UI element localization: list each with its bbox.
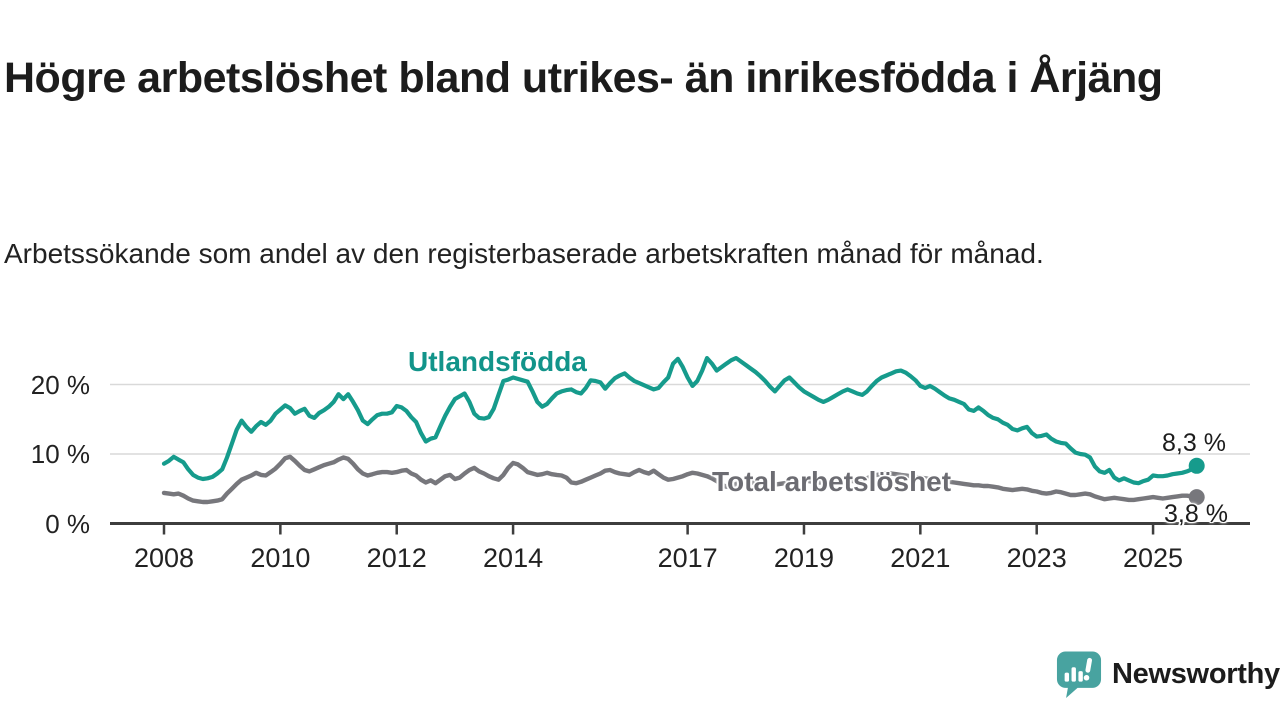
x-axis-tick-label: 2012 — [366, 543, 427, 573]
series-line-total — [161, 454, 1199, 505]
page-subtitle: Arbetssökande som andel av den registerb… — [4, 238, 1044, 269]
newsworthy-wordmark: Newsworthy — [1112, 657, 1280, 690]
series-label-utlandsfodda: Utlandsfödda — [408, 346, 587, 377]
page-title: Högre arbetslöshet bland utrikes- än inr… — [4, 53, 1163, 102]
x-axis-tick-label: 2010 — [250, 543, 311, 573]
series-end-dot-utlandsfodda — [1188, 457, 1205, 474]
x-axis-tick-label: 2008 — [133, 543, 195, 573]
x-axis-tick-label: 2017 — [657, 543, 718, 573]
y-axis-tick-label: 10 % — [30, 439, 90, 469]
end-value-label-utlandsfodda: 8,3 % — [1162, 429, 1226, 457]
x-axis-tick-label: 2021 — [890, 543, 951, 573]
series-label-total-arbetsloshet: Total arbetslöshet — [712, 466, 952, 497]
newsworthy-bubble-chart-icon — [1056, 651, 1102, 698]
end-value-label-total: 3,8 % — [1164, 500, 1228, 528]
y-axis-tick-label: 20 % — [30, 369, 90, 400]
x-axis-tick-label: 2019 — [773, 543, 835, 573]
x-axis-tick-label: 2025 — [1123, 543, 1184, 573]
series-end-dot-total — [1188, 489, 1205, 506]
newsworthy-logo: Newsworthy — [1056, 648, 1280, 700]
series-line-utlandsfodda — [161, 356, 1199, 486]
x-axis-tick-label: 2014 — [483, 543, 544, 573]
y-axis-tick-label: 0 % — [45, 508, 90, 539]
x-axis-tick-label: 2023 — [1006, 543, 1067, 573]
